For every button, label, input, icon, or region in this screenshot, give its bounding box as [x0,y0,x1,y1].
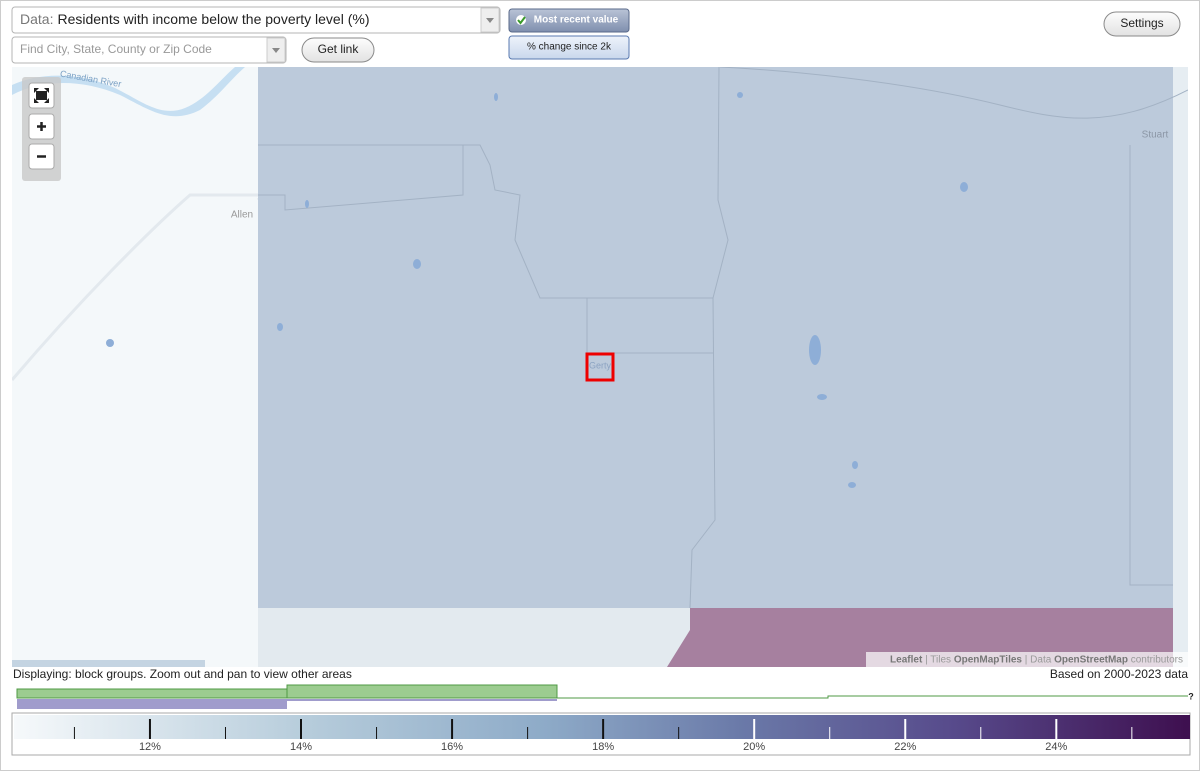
attribution-text: Tiles [930,654,951,665]
lake [413,259,421,269]
legend-tick-label: 12% [139,741,161,753]
attribution-text: contributors [1131,654,1183,665]
boundary [719,67,1188,119]
boundary [258,67,729,299]
zoom-in-icon [37,122,46,131]
boundary [1129,145,1173,586]
place-label: Gerty [589,360,612,370]
lake [494,93,498,101]
lake [817,394,827,400]
distribution-bar [287,699,557,701]
map[interactable]: Canadian River Allen Stuart Gerty [12,67,1188,667]
distribution-bar [16,688,288,699]
most-recent-label: Most recent value [534,15,619,26]
lake [960,182,968,192]
attribution-box [866,652,1188,667]
lake [277,323,283,331]
separator: | [1025,654,1028,665]
lake [852,461,858,469]
fullscreen-icon [34,88,49,103]
block-group [12,660,205,667]
attribution-link[interactable]: Leaflet [890,654,923,665]
data-select-text: Data: Residents with income below the pov… [20,11,370,27]
lake [848,482,856,488]
distribution-line [557,695,1188,699]
location-marker [585,352,615,382]
data-label: Data: [20,11,53,27]
legend-tick-label: 14% [290,741,312,753]
help-icon[interactable]: ? [1188,691,1194,701]
search-placeholder: Find City, State, County or Zip Code [20,42,212,56]
river [12,67,245,117]
separator: | [925,654,928,665]
get-link-button[interactable] [301,37,375,63]
distribution-bar [17,699,287,709]
based-on-text: Based on 2000-2023 data [1050,667,1188,681]
attribution-link[interactable]: OpenMapTiles [954,654,1023,665]
road [12,193,258,381]
legend-tick-label: 16% [441,741,463,753]
place-label: Allen [231,210,253,221]
boundary [689,297,716,609]
block-group [1173,67,1188,667]
lake [737,92,743,98]
lake [809,335,821,365]
check-icon [517,16,526,25]
search-box[interactable] [11,36,287,64]
legend-scale: 12% 14% 16% 18% 20% 22% 24% [73,719,1133,753]
dropdown-arrow [486,18,494,23]
percent-change-button[interactable] [508,35,630,60]
attribution-text: Data [1030,654,1052,665]
fullscreen-icon [36,91,47,100]
legend-tick-label: 22% [894,741,916,753]
distribution-strip [16,684,1188,709]
settings-button[interactable] [1103,11,1181,37]
legend-tick-label: 24% [1045,741,1067,753]
boundary [258,145,464,211]
attribution-link[interactable]: OpenStreetMap [1054,654,1128,665]
data-select[interactable] [11,6,501,34]
percent-change-label: % change since 2k [527,42,612,53]
displaying-text: Displaying: block groups. Zoom out and p… [13,667,352,681]
settings-label: Settings [1120,16,1163,30]
attribution: Leaflet | Tiles OpenMapTiles | Data Open… [890,654,1183,665]
most-recent-button[interactable] [508,8,630,33]
legend-tick-label: 20% [743,741,765,753]
legend-gradient [14,715,1190,739]
get-link-label: Get link [318,42,360,56]
block-group [258,608,690,667]
data-value: Residents with income below the poverty … [57,11,369,27]
block-group [258,67,1173,608]
legend-tick-label: 18% [592,741,614,753]
place-label: Stuart [1142,130,1169,141]
lake [106,339,114,347]
search-arrow [272,48,280,53]
lake [305,200,309,208]
distribution-bar [286,684,558,699]
